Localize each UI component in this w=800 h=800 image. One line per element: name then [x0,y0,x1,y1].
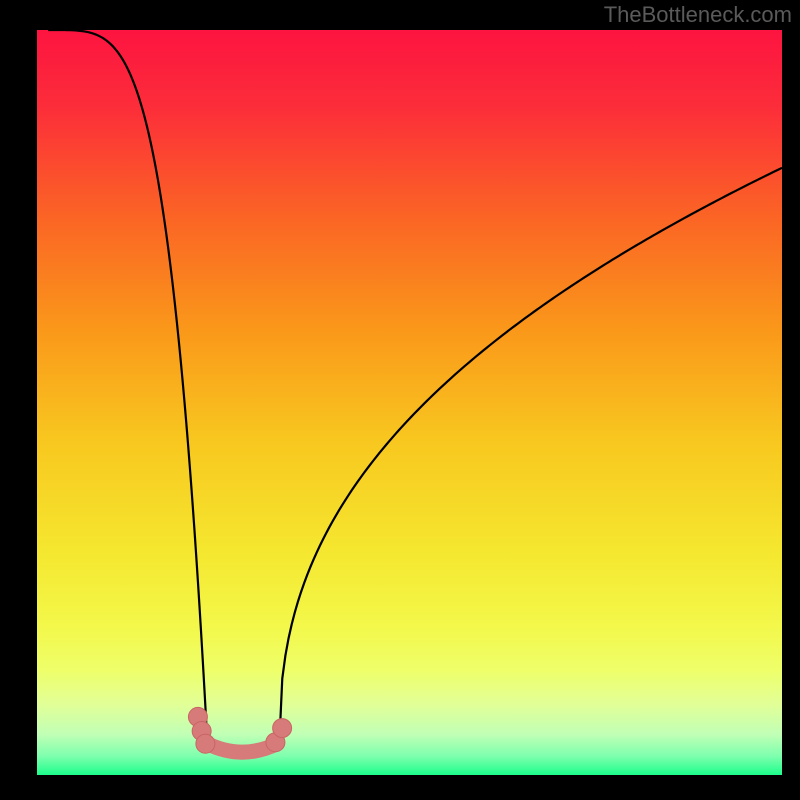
plot-background [37,30,782,775]
plot-svg [37,30,782,775]
crossing-marker [273,719,292,738]
plot-area [37,30,782,775]
watermark-text: TheBottleneck.com [604,2,792,28]
crossing-marker [196,734,215,753]
